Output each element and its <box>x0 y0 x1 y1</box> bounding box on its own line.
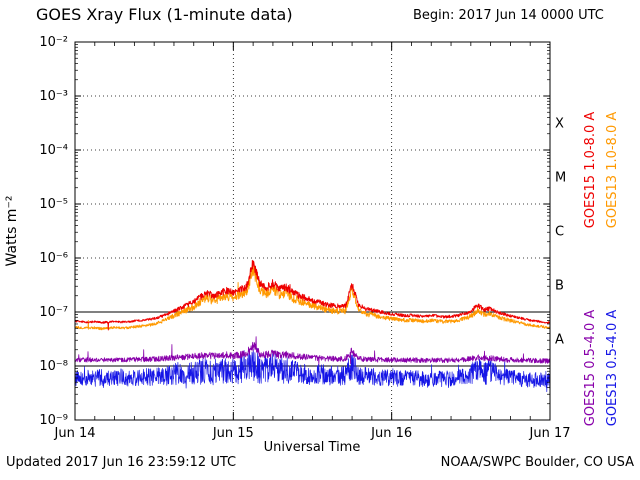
grid-layer <box>75 42 550 420</box>
y-tick-label: 10⁻⁹ <box>39 413 68 428</box>
y-tick-label: 10⁻⁸ <box>39 359 68 374</box>
series-goes15-0.5-4.0-a <box>74 336 551 365</box>
y-tick-label: 10⁻⁵ <box>39 197 68 212</box>
y-tick-label: 10⁻⁶ <box>39 251 68 266</box>
y-tick-label: 10⁻³ <box>39 89 68 104</box>
legend-goes15-long-label: GOES15 1.0-8.0 A <box>583 112 598 229</box>
plot-frame <box>74 41 551 421</box>
y-axis-title: Watts m⁻² <box>4 196 20 267</box>
chart-title: GOES Xray Flux (1-minute data) <box>36 5 293 24</box>
y-tick-label: 10⁻² <box>39 35 68 50</box>
x-tick-label: Jun 15 <box>212 426 254 441</box>
flare-class-C: C <box>555 225 564 240</box>
flare-class-X: X <box>555 117 564 132</box>
series-goes13-0.5-4.0-a <box>74 348 551 393</box>
x-tick-label: Jun 17 <box>529 426 571 441</box>
flare-class-B: B <box>555 279 564 294</box>
x-tick-label: Jun 14 <box>54 426 96 441</box>
x-tick-label: Jun 16 <box>370 426 412 441</box>
source-attribution: NOAA/SWPC Boulder, CO USA <box>441 455 634 470</box>
flare-class-A: A <box>555 333 564 348</box>
legend-goes15-short-label: GOES15 0.5-4.0 A <box>583 310 598 427</box>
y-tick-label: 10⁻⁴ <box>39 143 68 158</box>
begin-timestamp: Begin: 2017 Jun 14 0000 UTC <box>413 8 604 23</box>
legend-goes13-short-label: GOES13 0.5-4.0 A <box>605 310 620 427</box>
x-axis-title: Universal Time <box>264 440 361 455</box>
data-layer <box>74 259 551 393</box>
flare-class-M: M <box>555 171 566 186</box>
series-goes15-1.0-8.0-a <box>74 259 551 331</box>
updated-timestamp: Updated 2017 Jun 16 23:59:12 UTC <box>6 455 236 470</box>
axis-layer: Jun 14 Jun 15 Jun 16 Jun 17 10⁻² 10⁻³ 10⁻⁴ 10⁻⁵… <box>39 35 570 441</box>
legend-goes13-long-label: GOES13 1.0-8.0 A <box>605 112 620 229</box>
y-tick-label: 10⁻⁷ <box>39 305 68 320</box>
